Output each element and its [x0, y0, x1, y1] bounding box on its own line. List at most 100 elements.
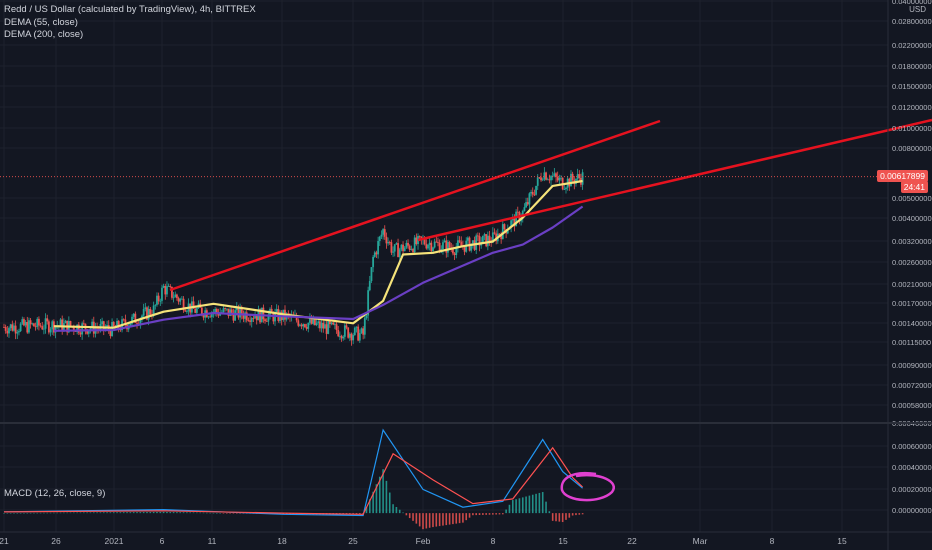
candle-body: [538, 177, 541, 179]
candle-body: [167, 285, 170, 287]
candle-body: [407, 242, 409, 246]
candle-body: [340, 335, 343, 339]
candle-body: [427, 244, 429, 249]
candle-body: [302, 324, 305, 327]
candle-body: [355, 326, 358, 328]
candle-body: [533, 194, 536, 196]
macd-histogram-bar: [448, 513, 451, 525]
candle-body: [357, 326, 360, 341]
candle-body: [442, 242, 444, 250]
macd-histogram-bar: [49, 512, 52, 514]
macd-histogram-bar: [445, 513, 448, 526]
candle-body: [176, 294, 178, 299]
candle-body: [52, 321, 55, 333]
candle-body: [352, 335, 355, 341]
candle-body: [207, 316, 210, 318]
candle-body: [177, 298, 180, 302]
candle-body: [516, 211, 519, 213]
macd-tick-label: 0.00000000: [892, 506, 932, 515]
macd-histogram-bar: [129, 512, 132, 514]
candle-body: [455, 247, 458, 255]
indicator-macd-label[interactable]: MACD (12, 26, close, 9): [4, 488, 106, 499]
candle-body: [452, 248, 454, 254]
candle-body: [483, 234, 486, 236]
candle-body: [11, 324, 14, 331]
candle-body: [19, 323, 22, 332]
macd-histogram-bar: [239, 513, 241, 514]
candle-body: [553, 173, 556, 176]
candle-body: [129, 323, 132, 326]
candle-body: [342, 336, 345, 339]
macd-histogram-bar: [538, 492, 541, 514]
macd-histogram-bar: [235, 513, 238, 514]
macd-histogram-bar: [86, 512, 88, 514]
candle-body: [122, 319, 125, 321]
candle-body: [343, 325, 346, 337]
candle-body: [174, 294, 177, 298]
candle-body: [353, 327, 356, 336]
candle-body: [215, 308, 218, 313]
macd-histogram-bar: [418, 513, 421, 527]
candle-body: [181, 298, 183, 300]
candle-body: [324, 324, 326, 329]
candle-body: [172, 297, 175, 299]
macd-histogram-bar: [408, 513, 411, 519]
dema-lines: [53, 179, 584, 332]
candle-body: [47, 321, 50, 333]
x-tick-label: 15: [837, 536, 847, 546]
candle-body: [77, 324, 80, 333]
candle-body: [49, 329, 52, 333]
macd-histogram-bar: [112, 512, 115, 514]
candle-body: [378, 236, 381, 242]
candle-body: [365, 315, 368, 319]
candle-body: [305, 327, 308, 329]
x-tick-label: 18: [277, 536, 287, 546]
candle-body: [169, 285, 172, 287]
macd-histogram-bar: [53, 512, 55, 514]
candle-body: [265, 321, 268, 322]
candle-body: [543, 172, 546, 180]
macd-histogram-bar: [438, 513, 441, 527]
macd-histogram-bar: [412, 513, 414, 521]
candle-body: [202, 314, 205, 318]
macd-histogram-bar: [83, 512, 85, 514]
candle-body: [471, 240, 474, 244]
macd-histogram-bar: [455, 513, 458, 524]
candle-body: [255, 316, 258, 321]
candle-body: [299, 324, 301, 326]
candle-body: [309, 318, 311, 323]
macd-histogram-bar: [372, 491, 374, 514]
macd-histogram-bar: [79, 512, 82, 514]
candle-body: [8, 328, 10, 334]
candle-body: [300, 324, 303, 327]
candle-body: [453, 253, 456, 255]
indicator-dema200-label[interactable]: DEMA (200, close): [4, 29, 84, 40]
indicator-dema55-label[interactable]: DEMA (55, close): [4, 17, 78, 28]
candle-body: [214, 308, 217, 313]
chart-title[interactable]: Redd / US Dollar (calculated by TradingV…: [4, 4, 256, 15]
candle-body: [31, 323, 34, 325]
candle-body: [445, 240, 448, 253]
candle-body: [350, 333, 353, 341]
macd-histogram-bar: [33, 512, 35, 514]
candle-body: [195, 308, 198, 313]
macd-histogram-bar: [39, 512, 42, 514]
candle-body: [185, 311, 188, 313]
y-tick-label: 0.00500000: [892, 194, 932, 203]
macd-histogram-bar: [555, 513, 557, 522]
candle-body: [307, 322, 310, 329]
candle-body: [209, 316, 212, 318]
macd-histogram-bar: [106, 512, 108, 514]
macd-histogram-bar: [548, 511, 551, 514]
candle-body: [179, 298, 182, 302]
macd-histogram-bar: [428, 513, 431, 528]
candle-body: [149, 308, 152, 315]
candle-body: [447, 242, 449, 253]
macd-histogram-bar: [66, 512, 68, 514]
candle-body: [570, 173, 572, 187]
macd-histogram-bar: [571, 513, 574, 516]
macd-histogram-bar: [96, 512, 98, 514]
candle-body: [425, 244, 428, 249]
